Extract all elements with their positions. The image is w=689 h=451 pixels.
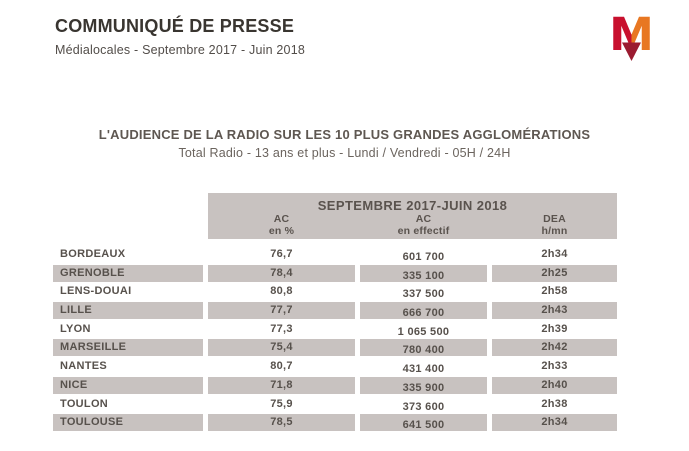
cell-dea: 2h38 [492,395,617,413]
cell-ac-pct: 78,5 [208,414,355,432]
table-row: NICE 71,8 335 900 2h40 [53,376,617,394]
column-header-dea: DEA h/mn [492,213,617,237]
cell-ac-effectif: 641 500 [360,414,487,432]
cell-dea: 2h34 [492,414,617,432]
cell-ac-pct: 76,7 [208,246,355,263]
table-title: L'AUDIENCE DE LA RADIO SUR LES 10 PLUS G… [98,127,591,142]
cell-ac-effectif: 666 700 [360,302,487,320]
table-row: LYON 77,3 1 065 500 2h39 [53,320,617,338]
column-header-line: en % [268,224,295,237]
cell-ac-pct: 75,9 [208,395,355,413]
table-row: GRENOBLE 78,4 335 100 2h25 [53,264,617,282]
table-row: BORDEAUX 76,7 601 700 2h34 [53,246,617,263]
cell-dea: 2h34 [492,246,617,263]
cell-dea: 2h25 [492,264,617,282]
table-row: LENS-DOUAI 80,8 337 500 2h58 [53,283,617,301]
table-row: TOULON 75,9 373 600 2h38 [53,395,617,413]
table-row: TOULOUSE 78,5 641 500 2h34 [53,414,617,432]
table-row: NANTES 80,7 431 400 2h33 [53,358,617,376]
audience-table: SEPTEMBRE 2017-JUIN 2018 AC en % AC en e… [53,193,617,435]
cell-ac-pct: 80,8 [208,283,355,301]
cell-city: TOULON [53,395,203,413]
cell-city: MARSEILLE [53,339,203,357]
table-body: BORDEAUX 76,7 601 700 2h34 GRENOBLE 78,4 335 1… [53,246,617,433]
cell-ac-effectif: 335 900 [360,376,487,394]
cell-city: LILLE [53,302,203,320]
column-header-line: DEA [543,213,566,225]
cell-ac-pct: 80,7 [208,358,355,376]
cell-dea: 2h33 [492,358,617,376]
column-header-ac-pct: AC en % [208,213,355,237]
cell-ac-effectif: 335 100 [360,264,487,282]
cell-city: GRENOBLE [53,264,203,282]
cell-ac-effectif: 431 400 [360,358,487,376]
period-header: SEPTEMBRE 2017-JUIN 2018 [317,198,508,213]
cell-city: NICE [53,376,203,394]
cell-ac-pct: 75,4 [208,339,355,357]
table-row: LILLE 77,7 666 700 2h43 [53,302,617,320]
cell-ac-effectif: 337 500 [360,283,487,301]
cell-city: LENS-DOUAI [53,283,203,301]
mediametrie-logo-icon: M M [611,14,652,61]
cell-ac-effectif: 373 600 [360,395,487,413]
cell-dea: 2h42 [492,339,617,357]
cell-ac-effectif: 1 065 500 [360,320,487,338]
cell-ac-pct: 71,8 [208,376,355,394]
column-header-line: h/mn [541,224,568,237]
cell-ac-pct: 77,3 [208,320,355,338]
cell-city: TOULOUSE [53,414,203,432]
table-header: SEPTEMBRE 2017-JUIN 2018 AC en % AC en e… [208,193,617,239]
cell-dea: 2h58 [492,283,617,301]
column-header-ac-effectif: AC en effectif [360,213,487,237]
cell-dea: 2h39 [492,320,617,338]
cell-city: BORDEAUX [53,246,203,263]
table-subtitle: Total Radio - 13 ans et plus - Lundi / V… [178,146,511,160]
page-title: COMMUNIQUÉ DE PRESSE [55,16,295,36]
column-header-line: AC [273,213,290,225]
cell-dea: 2h43 [492,302,617,320]
page-subtitle: Médialocales - Septembre 2017 - Juin 201… [55,43,306,57]
column-header-line: AC [415,213,432,225]
cell-city: NANTES [53,358,203,376]
cell-ac-effectif: 601 700 [360,246,487,263]
cell-ac-effectif: 780 400 [360,339,487,357]
cell-ac-pct: 77,7 [208,302,355,320]
cell-city: LYON [53,320,203,338]
cell-dea: 2h40 [492,376,617,394]
table-row: MARSEILLE 75,4 780 400 2h42 [53,339,617,357]
column-header-line: en effectif [397,224,450,237]
cell-ac-pct: 78,4 [208,264,355,282]
